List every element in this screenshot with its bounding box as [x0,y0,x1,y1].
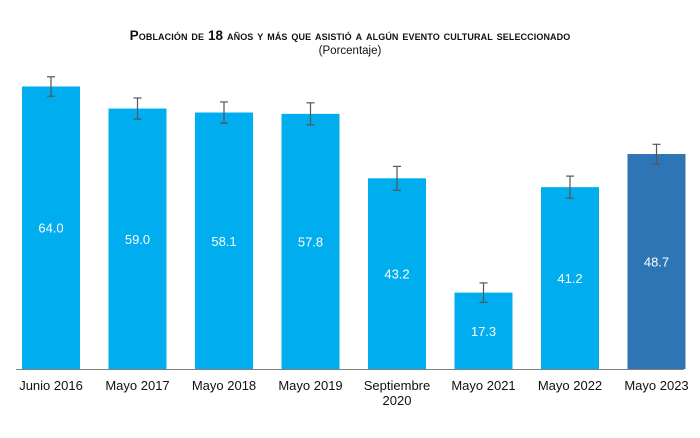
bar-value-label-8: 48.7 [644,255,669,270]
x-tick-label-8: Mayo 2023 [624,378,688,393]
bar-value-label-6: 17.3 [471,324,496,339]
bar-5 [368,178,426,369]
bar-7 [541,187,599,369]
x-tick-label-2: Mayo 2017 [105,378,169,393]
error-bar-3 [220,101,228,124]
error-bar-1 [47,76,55,97]
bar-3 [195,112,253,369]
bar-8 [627,154,686,369]
x-tick-label-6: Mayo 2021 [451,378,515,393]
bar-value-label-4: 57.8 [298,234,323,249]
bar-value-label-5: 43.2 [384,267,409,282]
chart-subtitle: (Porcentaje) [318,45,382,57]
chart-title: Población de 18 años y más que asistió a… [0,28,700,43]
x-tick-label-4: Mayo 2019 [278,378,342,393]
error-bar-2 [133,97,142,120]
error-bar-5 [393,165,401,191]
error-bar-7 [566,175,574,199]
x-tick-label-7: Mayo 2022 [538,378,602,393]
bar-value-label-2: 59.0 [125,232,150,247]
bar-value-label-7: 41.2 [557,271,582,286]
x-tick-label-5: Septiembre 2020 [364,378,430,408]
chart-title-text: Población de 18 años y más que asistió a… [129,28,571,43]
bar-1 [22,86,80,369]
bar-2 [108,108,167,370]
bar-4 [281,113,340,370]
bar-value-label-1: 64.0 [38,221,63,236]
error-bar-6 [479,282,488,303]
x-tick-label-3: Mayo 2018 [192,378,256,393]
bar-6 [454,292,513,369]
bar-value-label-3: 58.1 [211,234,236,249]
error-bar-8 [652,143,661,165]
error-bar-4 [306,102,315,126]
x-tick-label-1: Junio 2016 [19,378,83,393]
